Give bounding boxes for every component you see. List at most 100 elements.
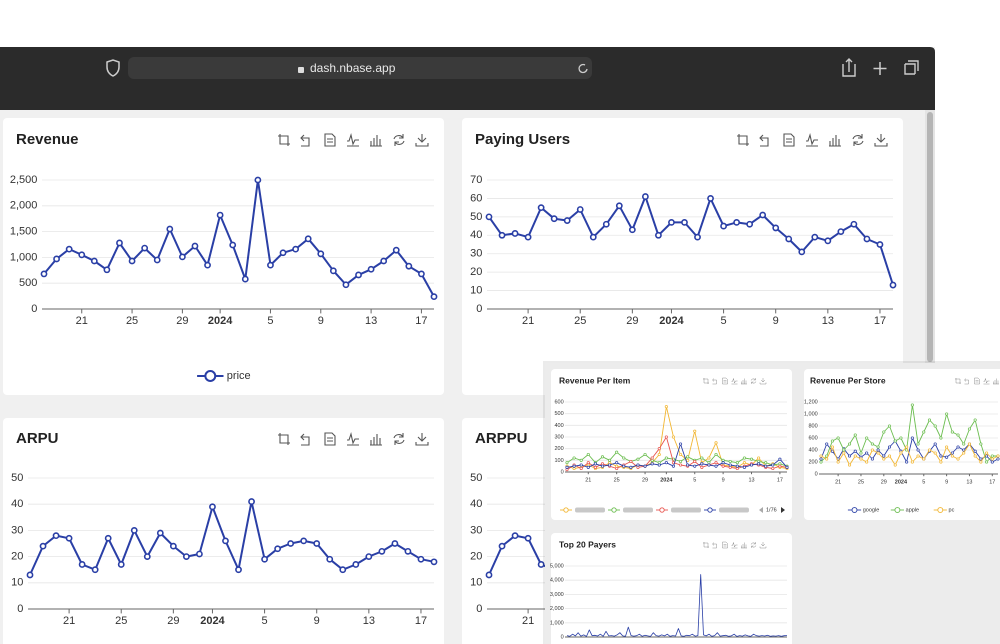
x-tick-label: 25 — [858, 479, 864, 485]
reload-icon[interactable] — [578, 63, 588, 74]
data-point — [650, 462, 654, 466]
bar-icon[interactable] — [741, 378, 747, 385]
line-icon[interactable] — [806, 132, 818, 147]
data-point — [847, 463, 852, 467]
restore-icon[interactable] — [750, 378, 757, 384]
data-point — [700, 456, 704, 460]
line-icon[interactable] — [731, 541, 738, 549]
zoom-icon[interactable] — [278, 134, 290, 146]
data-view-icon[interactable] — [722, 541, 728, 549]
data-point — [700, 462, 704, 466]
y-tick-label: 10 — [470, 577, 482, 589]
x-tick-label: 9 — [318, 315, 324, 327]
legend-marker — [563, 507, 569, 513]
legend-next[interactable] — [781, 507, 785, 513]
y-tick-label: 400 — [809, 447, 818, 453]
data-point — [876, 241, 884, 248]
data-point — [950, 430, 954, 434]
data-point — [418, 270, 425, 278]
data-point — [678, 463, 683, 467]
data-view-icon[interactable] — [722, 377, 728, 385]
restore-icon[interactable] — [852, 134, 864, 146]
legend-label[interactable]: pc — [949, 507, 955, 513]
zoom-reset-icon[interactable] — [300, 433, 310, 446]
data-point — [222, 537, 229, 545]
data-point — [681, 218, 688, 226]
restore-icon[interactable] — [393, 433, 405, 445]
download-icon[interactable] — [874, 134, 888, 147]
data-point — [686, 463, 690, 467]
x-tick-label: 9 — [314, 615, 320, 627]
zoom-icon[interactable] — [278, 433, 290, 445]
restore-icon[interactable] — [393, 134, 405, 146]
lock-icon — [298, 67, 304, 73]
legend-prev[interactable] — [759, 507, 763, 513]
tabs-icon[interactable] — [904, 60, 919, 75]
data-view-icon[interactable] — [783, 133, 795, 147]
data-point — [380, 257, 388, 265]
zoom-icon[interactable] — [737, 134, 749, 146]
restore-icon[interactable] — [750, 542, 757, 548]
data-point — [927, 418, 932, 422]
data-point — [922, 430, 926, 434]
zoom-reset-icon[interactable] — [300, 134, 310, 147]
line-icon[interactable] — [983, 377, 990, 385]
data-point — [893, 439, 897, 443]
share-icon[interactable] — [842, 58, 856, 77]
data-view-icon[interactable] — [974, 377, 980, 385]
download-icon[interactable] — [415, 433, 429, 446]
legend-label[interactable]: apple — [906, 507, 919, 513]
data-point — [182, 553, 190, 560]
data-point — [342, 281, 350, 289]
zoom-icon[interactable] — [703, 542, 709, 548]
data-point — [956, 433, 960, 437]
y-tick-label: 40 — [11, 498, 23, 510]
bar-icon[interactable] — [993, 378, 999, 385]
data-point — [882, 457, 886, 461]
bar-icon[interactable] — [370, 434, 382, 446]
legend-label[interactable]: price — [227, 370, 251, 382]
panel — [551, 533, 792, 644]
url-bar[interactable] — [128, 57, 592, 79]
scrollbar-thumb[interactable] — [927, 112, 933, 362]
new-tab-icon[interactable] — [873, 62, 887, 75]
zoom-icon[interactable] — [955, 378, 961, 384]
x-tick-label: 17 — [415, 615, 427, 627]
data-point — [742, 456, 746, 460]
zoom-reset-icon[interactable] — [759, 134, 769, 147]
x-tick-label: 13 — [748, 477, 754, 483]
zoom-icon[interactable] — [703, 378, 709, 384]
shield-icon[interactable] — [106, 59, 120, 77]
bar-icon[interactable] — [370, 135, 382, 147]
x-tick-label: 17 — [874, 315, 886, 327]
y-tick-label: 0 — [815, 471, 818, 477]
x-tick-label: 5 — [262, 615, 268, 627]
legend-label-blurred — [623, 507, 653, 513]
legend-label-blurred — [719, 507, 749, 513]
data-view-icon[interactable] — [324, 133, 336, 147]
line-icon[interactable] — [347, 132, 359, 147]
zoom-reset-icon[interactable] — [712, 542, 717, 549]
line-icon[interactable] — [731, 377, 738, 385]
data-point — [141, 244, 149, 252]
zoom-reset-icon[interactable] — [712, 378, 717, 385]
legend-label[interactable]: google — [863, 507, 880, 513]
data-point — [576, 206, 584, 213]
data-point — [882, 430, 886, 434]
bar-icon[interactable] — [829, 135, 841, 147]
data-point — [565, 465, 569, 469]
data-point — [404, 547, 412, 555]
download-icon[interactable] — [759, 378, 767, 385]
download-icon[interactable] — [759, 542, 767, 549]
data-view-icon[interactable] — [324, 432, 336, 446]
line-icon[interactable] — [347, 431, 359, 446]
data-point — [615, 466, 619, 471]
zoom-reset-icon[interactable] — [964, 378, 969, 385]
data-point — [279, 249, 287, 257]
bar-icon[interactable] — [741, 542, 747, 549]
data-point — [836, 460, 840, 464]
download-icon[interactable] — [415, 134, 429, 147]
data-point — [798, 248, 806, 256]
data-point — [615, 450, 619, 454]
data-point — [128, 257, 136, 265]
